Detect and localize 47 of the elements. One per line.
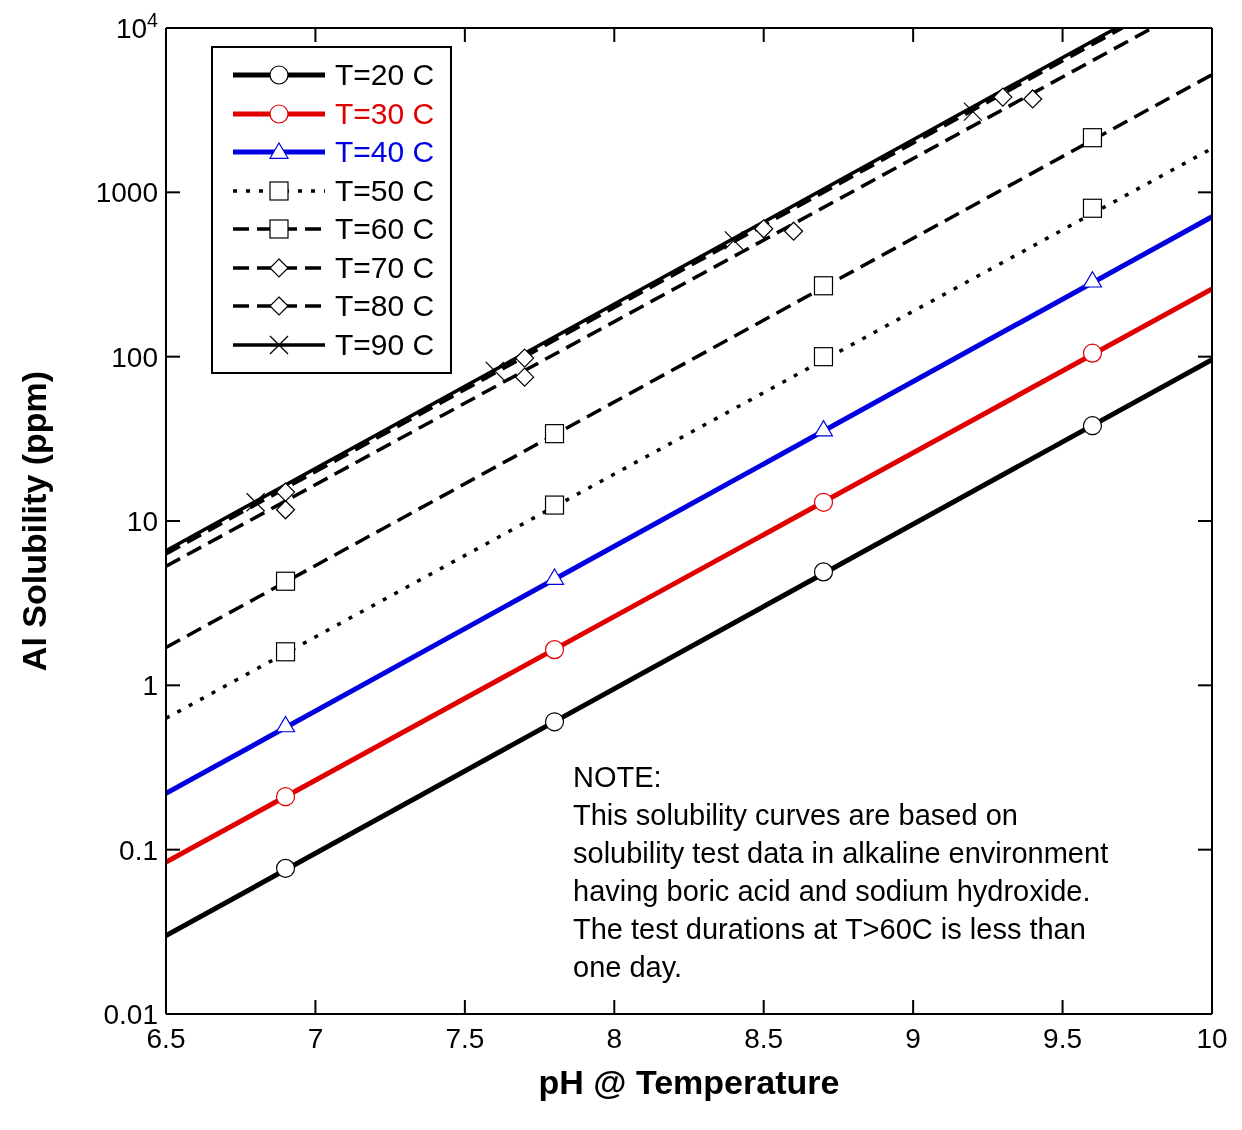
point <box>275 715 296 733</box>
legend-label: T=70 C <box>335 250 435 285</box>
point <box>275 571 296 591</box>
point <box>1082 271 1103 288</box>
point <box>813 347 834 367</box>
x-axis-title: pH @ Temperature <box>538 1063 840 1101</box>
point <box>813 562 834 582</box>
x-tick-label: 8 <box>606 1022 623 1054</box>
y-tick-label: 100 <box>111 341 158 373</box>
legend-label: T=90 C <box>335 327 435 362</box>
x-tick-label: 7 <box>307 1022 324 1054</box>
y-tick-label: 1000 <box>95 177 158 209</box>
legend-label: T=40 C <box>335 135 435 170</box>
point <box>515 348 535 368</box>
point <box>544 495 565 515</box>
y-axis-title: Al Solubility (ppm) <box>15 370 54 672</box>
y-tick-label: 1 <box>142 670 158 702</box>
point <box>275 642 296 662</box>
point <box>544 712 565 732</box>
point <box>544 424 565 444</box>
point <box>1082 416 1103 436</box>
y-tick-label: 0.01 <box>103 999 158 1030</box>
point <box>544 568 565 585</box>
x-tick-label: 8.5 <box>744 1022 784 1054</box>
y-tick-label: 10$^{4}$ <box>115 9 159 44</box>
x-tick-label: 9 <box>905 1022 921 1054</box>
point <box>813 276 834 296</box>
point <box>754 219 774 239</box>
x-tick-label: 10 <box>1196 1022 1228 1054</box>
point <box>813 492 834 512</box>
point <box>275 787 296 807</box>
point <box>1082 128 1103 148</box>
legend-label: T=20 C <box>335 58 435 93</box>
point <box>1082 198 1103 218</box>
y-tick-label: 0.1 <box>119 834 158 866</box>
point <box>544 639 565 660</box>
point <box>813 419 834 437</box>
legend-label: T=30 C <box>335 96 435 131</box>
legend-label: T=60 C <box>335 212 435 247</box>
x-tick-label: 9.5 <box>1043 1022 1083 1054</box>
annotation: NOTE: This solubility curves are based on solubility test data in alkaline environment having boric acid and sodium hydroxide. The test durations at T>60C is less than one day. <box>573 760 1109 985</box>
y-tick-label: 10 <box>126 506 158 537</box>
legend-label: T=80 C <box>335 289 435 324</box>
point <box>275 858 296 878</box>
x-tick-label: 7.5 <box>445 1022 485 1054</box>
legend-label: T=50 C <box>335 173 435 208</box>
point <box>1082 343 1103 363</box>
